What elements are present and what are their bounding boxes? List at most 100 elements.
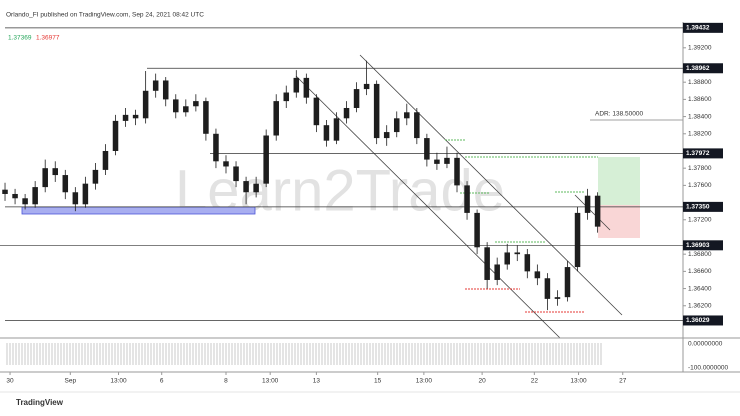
candle-body <box>132 114 139 119</box>
candle-body <box>102 150 109 170</box>
level-label: 1.36029 <box>686 317 710 324</box>
candle-body <box>524 254 531 272</box>
x-tick-label: 13:00 <box>110 378 127 385</box>
candle-body <box>574 212 581 268</box>
x-tick-label: 13:00 <box>570 378 587 385</box>
candle-body <box>323 125 330 141</box>
indicator-label: -100.0000000 <box>688 365 729 372</box>
level-tag <box>683 315 723 326</box>
indicator-label: 0.00000000 <box>688 341 723 348</box>
candle-body <box>203 101 209 134</box>
candle-body <box>534 271 541 279</box>
candle-body <box>122 114 129 121</box>
x-tick-label: 6 <box>160 378 164 385</box>
x-tick-label: 15 <box>374 378 382 385</box>
candle-body <box>52 168 59 176</box>
level-label: 1.36903 <box>686 242 710 249</box>
x-tick-label: Sep <box>65 378 77 385</box>
candle-body <box>183 106 189 113</box>
candle-body <box>514 252 521 255</box>
quote-last: 1.37369 <box>8 35 32 42</box>
candle-body <box>32 187 38 205</box>
candle-body <box>283 92 290 102</box>
y-tick-label: 1.36200 <box>688 302 712 309</box>
candle-body <box>42 168 48 188</box>
level-tag <box>683 201 723 212</box>
candle-body <box>223 161 229 167</box>
candle-body <box>293 77 300 93</box>
candle-body <box>213 133 219 162</box>
candle-body <box>454 157 460 186</box>
y-tick-label: 1.36800 <box>688 251 712 258</box>
candle-body <box>22 198 28 205</box>
candle-body <box>414 112 420 139</box>
x-tick-label: 22 <box>531 378 539 385</box>
candle-body <box>72 192 79 205</box>
x-tick-label: 30 <box>6 378 14 385</box>
x-tick-label: 27 <box>619 378 627 385</box>
candle-body <box>173 99 179 113</box>
candle-body <box>243 181 249 193</box>
y-tick-label: 1.37200 <box>688 216 712 223</box>
x-tick-label: 13:00 <box>416 378 433 385</box>
level-tag <box>683 22 723 33</box>
x-tick-label: 8 <box>224 378 228 385</box>
candle-body <box>253 183 259 193</box>
x-tick-label: 13 <box>313 378 321 385</box>
candle-body <box>484 247 490 280</box>
candle-body <box>373 83 380 139</box>
candle-body <box>383 132 390 139</box>
y-tick-label: 1.36400 <box>688 285 712 292</box>
brand: TradingView <box>16 398 64 407</box>
candle-body <box>504 252 510 265</box>
candle-body <box>434 159 440 164</box>
candle-body <box>424 138 430 160</box>
level-label: 1.39432 <box>686 25 710 32</box>
candle-body <box>554 297 561 299</box>
candle-body <box>162 80 169 100</box>
candle-body <box>313 97 320 126</box>
candle-body <box>193 101 199 107</box>
candle-body <box>152 80 159 91</box>
y-tick-label: 1.38200 <box>688 131 712 138</box>
quote-prev: 1.36977 <box>36 35 60 42</box>
x-tick-label: 20 <box>479 378 487 385</box>
candle-body <box>464 185 470 213</box>
candle-body <box>92 169 99 184</box>
candle-body <box>584 195 591 213</box>
candle-body <box>303 77 310 98</box>
candle-body <box>62 175 69 193</box>
support-zone <box>21 206 256 215</box>
candle-body <box>564 267 571 298</box>
candle-body <box>474 212 480 248</box>
candle-body <box>594 195 601 227</box>
level-label: 1.37972 <box>686 150 710 157</box>
stop-zone <box>598 205 640 238</box>
candle-body <box>233 166 239 182</box>
y-tick-label: 1.38800 <box>688 79 712 86</box>
candle-body <box>544 278 551 299</box>
chart-title: Orlando_FI published on TradingView.com,… <box>6 12 204 19</box>
candle-body <box>142 90 149 119</box>
target-zone <box>598 157 640 205</box>
channel-minor <box>574 194 611 231</box>
channel-upper <box>359 54 623 316</box>
y-tick-label: 1.37800 <box>688 165 712 172</box>
y-tick-label: 1.38400 <box>688 113 712 120</box>
candle-body <box>494 264 500 280</box>
level-tag <box>683 148 723 159</box>
candle-body <box>82 183 89 205</box>
candle-body <box>12 193 18 199</box>
candle-body <box>444 157 450 164</box>
annotation: ADR: 138.50000 <box>595 111 643 118</box>
level-label: 1.38962 <box>686 65 710 72</box>
y-tick-label: 1.36600 <box>688 268 712 275</box>
level-label: 1.37350 <box>686 204 710 211</box>
candle-body <box>363 83 370 90</box>
level-tag <box>683 63 723 74</box>
candle-body <box>343 107 350 119</box>
y-tick-label: 1.38600 <box>688 96 712 103</box>
y-tick-label: 1.37600 <box>688 182 712 189</box>
